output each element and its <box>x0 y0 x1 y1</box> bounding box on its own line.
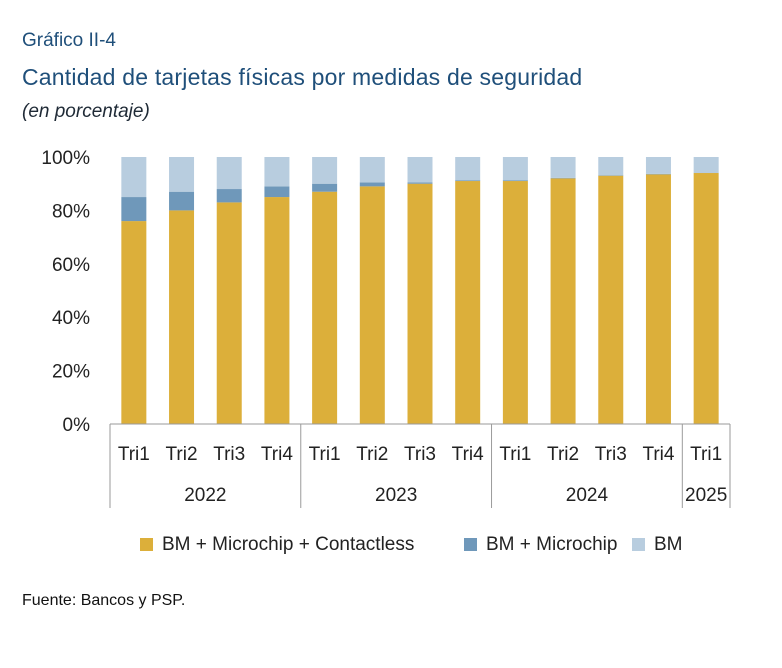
x-tick-label: Tri1 <box>309 444 341 465</box>
y-tick-label: 100% <box>41 148 90 169</box>
bar-segment-1 <box>312 183 338 192</box>
bar-segment-0 <box>550 178 576 424</box>
bar-segment-0 <box>598 175 624 424</box>
bar-segment-1 <box>121 197 147 222</box>
x-tick-label: Tri3 <box>404 444 436 465</box>
bar-segment-2 <box>645 157 671 174</box>
bar-segment-0 <box>169 210 195 424</box>
stacked-bar-chart: 0% 20% 40% 60% 80% 100% Tri1 Tri2 Tri3 Tri4 Tri1 Tr… <box>41 148 731 555</box>
bar-segment-1 <box>550 177 576 179</box>
y-tick-label: 20% <box>52 362 90 383</box>
x-tick-label: Tri2 <box>356 444 388 465</box>
bar-segment-1 <box>598 175 624 176</box>
legend-swatch-1 <box>464 538 477 551</box>
y-tick-label: 80% <box>52 201 90 222</box>
bar-segment-2 <box>264 157 290 187</box>
chart-title: Cantidad de tarjetas físicas por medidas… <box>22 64 583 90</box>
x-tick-label: Tri1 <box>499 444 531 465</box>
bar-segment-1 <box>645 173 671 175</box>
bar-segment-0 <box>121 221 147 424</box>
bar-segment-2 <box>693 157 719 173</box>
x-tick-label: Tri3 <box>595 444 627 465</box>
bar-segment-2 <box>121 157 147 198</box>
bar-segment-0 <box>502 181 528 424</box>
x-tick-label: Tri3 <box>213 444 245 465</box>
y-tick-label: 60% <box>52 255 90 276</box>
bar-segment-2 <box>312 157 338 184</box>
bar-segment-2 <box>169 157 195 192</box>
legend-label: BM + Microchip <box>486 534 617 555</box>
bar-segment-0 <box>264 197 290 424</box>
bar-segment-0 <box>359 186 385 424</box>
y-tick-label: 40% <box>52 308 90 329</box>
bar-segment-0 <box>645 174 671 424</box>
x-tick-label: Tri2 <box>166 444 198 465</box>
chart-label: Gráfico II-4 <box>22 30 116 51</box>
chart-subtitle: (en porcentaje) <box>22 101 150 122</box>
bar-segment-1 <box>407 182 433 184</box>
x-group-label: 2024 <box>566 485 609 506</box>
bar-segment-2 <box>216 157 242 190</box>
bar-segment-1 <box>502 180 528 182</box>
y-tick-label: 0% <box>63 415 91 436</box>
bar-segment-2 <box>502 157 528 181</box>
x-tick-label: Tri1 <box>690 444 722 465</box>
bar-segment-2 <box>407 157 433 183</box>
bar-segment-0 <box>216 202 242 424</box>
bar-segment-1 <box>455 180 481 182</box>
x-group-label: 2025 <box>685 485 727 506</box>
bar-segment-1 <box>359 182 385 187</box>
x-tick-label: Tri1 <box>118 444 150 465</box>
legend-label: BM + Microchip + Contactless <box>162 534 414 555</box>
bar-segment-0 <box>312 191 338 424</box>
legend-swatch-0 <box>140 538 153 551</box>
bar-segment-1 <box>216 189 242 203</box>
bar-segment-2 <box>550 157 576 178</box>
legend-swatch-2 <box>632 538 645 551</box>
source-note: Fuente: Bancos y PSP. <box>22 592 186 609</box>
x-tick-label: Tri4 <box>452 444 484 465</box>
bar-segment-0 <box>407 183 433 424</box>
x-tick-label: Tri4 <box>642 444 674 465</box>
bar-segment-1 <box>264 186 290 198</box>
x-tick-label: Tri2 <box>547 444 579 465</box>
bar-segment-0 <box>455 181 481 424</box>
bar-segment-2 <box>598 157 624 176</box>
bar-segment-1 <box>169 191 195 211</box>
bar-segment-2 <box>359 157 385 183</box>
x-group-label: 2023 <box>375 485 417 506</box>
x-group-label: 2022 <box>184 485 226 506</box>
x-tick-label: Tri4 <box>261 444 293 465</box>
legend-label: BM <box>654 534 683 555</box>
bar-segment-2 <box>455 157 481 181</box>
bar-segment-0 <box>693 173 719 424</box>
